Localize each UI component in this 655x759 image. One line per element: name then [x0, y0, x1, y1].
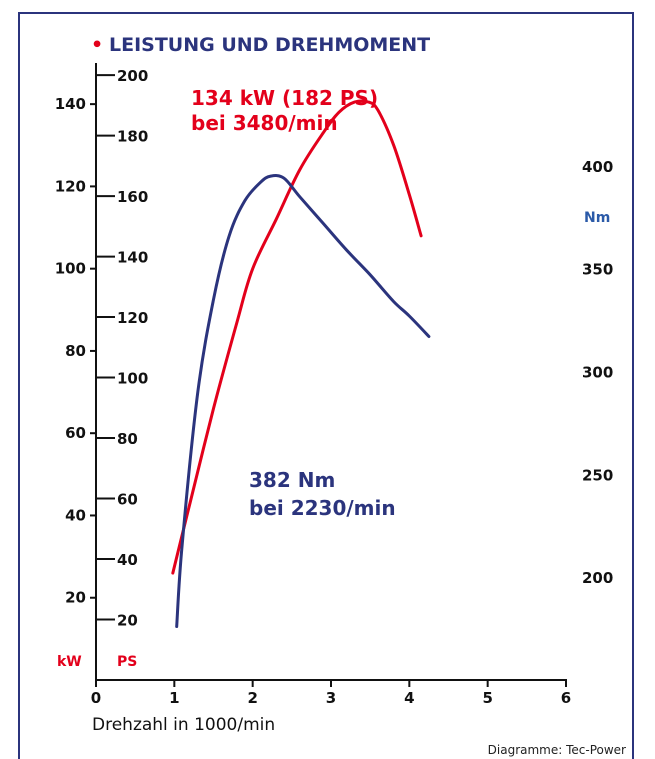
ps-tick-label: 200: [117, 67, 148, 85]
torque-annotation-line2: bei 2230/min: [249, 496, 396, 520]
ps-unit-label: PS: [117, 654, 137, 670]
kw-unit-label: kW: [57, 654, 82, 670]
credit: Diagramme: Tec-Power: [488, 743, 626, 757]
kw-tick-label: 20: [65, 589, 86, 607]
kw-tick-label: 80: [65, 342, 86, 360]
ps-tick-label: 80: [117, 430, 138, 448]
kw-tick-label: 40: [65, 506, 86, 524]
power-annotation-line1: 134 kW (182 PS): [191, 86, 378, 110]
kw-tick-label: 120: [55, 177, 86, 195]
ps-tick-label: 20: [117, 612, 138, 630]
x-tick-label: 5: [482, 689, 492, 707]
nm-tick-label: 350: [582, 261, 613, 279]
x-tick-label: 0: [91, 689, 101, 707]
tick-labels: 0 1 2 3 4 5 6 20 40 60 80 100 120 140 20 40 60 80 100 120 14…: [55, 67, 614, 707]
series-lines: [171, 99, 431, 628]
x-tick-label: 4: [404, 689, 414, 707]
ps-tick-label: 140: [117, 249, 148, 267]
power-annotation-line2: bei 3480/min: [191, 111, 338, 135]
chart-frame: [18, 12, 634, 759]
axes: [90, 63, 567, 687]
power-curve: [171, 99, 423, 575]
kw-tick-label: 100: [55, 260, 86, 278]
x-tick-label: 6: [561, 689, 571, 707]
nm-tick-label: 400: [582, 158, 613, 176]
x-tick-label: 3: [326, 689, 336, 707]
nm-unit-label: Nm: [584, 210, 610, 226]
nm-tick-label: 200: [582, 569, 613, 587]
title-bullet: •: [91, 34, 103, 56]
ps-tick-label: 100: [117, 370, 148, 388]
torque-curve: [175, 174, 431, 628]
ps-tick-label: 180: [117, 128, 148, 146]
kw-tick-label: 60: [65, 424, 86, 442]
ps-tick-label: 60: [117, 491, 138, 509]
x-axis-label: Drehzahl in 1000/min: [92, 715, 275, 735]
chart-title: LEISTUNG UND DREHMOMENT: [109, 34, 430, 56]
ps-tick-label: 120: [117, 309, 148, 327]
x-tick-label: 2: [247, 689, 257, 707]
nm-tick-label: 250: [582, 466, 613, 484]
ps-tick-label: 160: [117, 188, 148, 206]
torque-annotation-line1: 382 Nm: [249, 468, 335, 492]
x-tick-label: 1: [169, 689, 179, 707]
ps-tick-label: 40: [117, 551, 138, 569]
nm-tick-label: 300: [582, 364, 613, 382]
kw-tick-label: 140: [55, 95, 86, 113]
